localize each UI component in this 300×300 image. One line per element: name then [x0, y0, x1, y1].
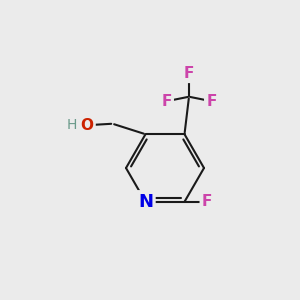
Text: H: H: [66, 118, 76, 132]
Text: N: N: [138, 193, 153, 211]
Text: F: F: [206, 94, 217, 109]
Text: F: F: [161, 94, 172, 109]
Text: O: O: [80, 118, 94, 133]
Text: F: F: [184, 66, 194, 81]
Text: F: F: [202, 194, 212, 209]
